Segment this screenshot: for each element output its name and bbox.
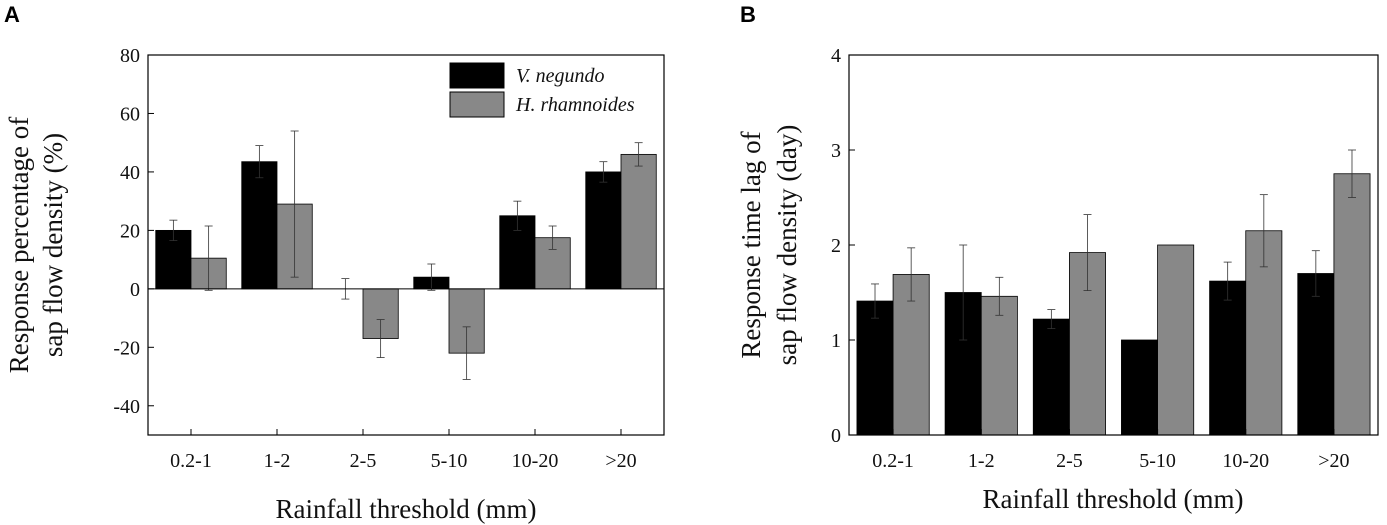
panel-b-ytick-label: 3 — [831, 140, 841, 162]
panel-a-frame — [147, 54, 665, 436]
panel-b-xtick-label: 5-10 — [1139, 450, 1176, 472]
panel-a-xtick-label: 1-2 — [264, 450, 291, 472]
panel-a-ytick-label: 80 — [120, 45, 140, 67]
panel-b-bar-v-negundo-5 — [1297, 273, 1335, 436]
panel-b-errorbar-h-rhamnoides-4 — [1259, 194, 1268, 268]
panel-b-bar-h-rhamnoides-5 — [1333, 173, 1371, 436]
panel-a-xtick-label: 0.2-1 — [170, 450, 212, 472]
panel-a-legend: V. negundo H. rhamnoides — [449, 62, 635, 118]
panel-b-errorbar-h-rhamnoides-0 — [907, 247, 916, 302]
panel-a-errorbar-h-rhamnoides-0 — [204, 225, 213, 291]
legend-label-h-rhamnoides: H. rhamnoides — [515, 94, 635, 116]
panel-b-xtick-label: 10-20 — [1222, 450, 1269, 472]
panel-a-ytick-label: 40 — [120, 162, 140, 184]
panel-a-y-ticks: 80 60 40 20 0 -20 -40 — [113, 45, 154, 418]
legend-swatch-h-rhamnoides — [449, 91, 505, 118]
panel-b-bar-v-negundo-2 — [1032, 318, 1070, 436]
panel-a-ytick-label: -20 — [113, 337, 140, 359]
panel-b-xlabel: Rainfall threshold (mm) — [983, 484, 1244, 514]
panel-a-ylabel-line1: Response percentage of — [4, 117, 34, 373]
panel-a-errorbar-v-negundo-4 — [513, 200, 522, 231]
panel-b-xtick-label: >20 — [1318, 450, 1349, 472]
panel-a: A 80 60 40 20 0 -20 -40 0.2-1 1-2 2-5 5-10 10-20 >2… — [4, 2, 665, 524]
panel-b-y-ticks: 0 1 2 3 4 — [831, 45, 855, 447]
panel-a-xtick-label: 5-10 — [431, 450, 468, 472]
panel-b-errorbar-h-rhamnoides-1 — [995, 276, 1004, 316]
panel-a-plot-area — [148, 130, 664, 380]
panel-b-errorbar-h-rhamnoides-5 — [1347, 149, 1356, 198]
panel-b-errorbar-v-negundo-5 — [1311, 250, 1320, 297]
panel-a-xtick-label: 10-20 — [512, 450, 559, 472]
panel-a-errorbar-v-negundo-1 — [255, 145, 264, 179]
legend-swatch-v-negundo — [449, 62, 505, 89]
panel-b-ytick-label: 4 — [831, 45, 841, 67]
panel-a-ytick-label: 60 — [120, 103, 140, 125]
panel-b-ytick-label: 1 — [831, 330, 841, 352]
panel-b-letter: B — [740, 2, 756, 27]
panel-b-errorbar-v-negundo-2 — [1047, 309, 1056, 330]
panel-b-bar-v-negundo-3 — [1121, 339, 1158, 436]
legend-label-v-negundo: V. negundo — [516, 65, 605, 87]
panel-a-errorbar-v-negundo-0 — [169, 219, 178, 242]
panel-b-errorbar-v-negundo-1 — [959, 244, 968, 341]
panel-b-xtick-label: 0.2-1 — [872, 450, 914, 472]
panel-b-bar-h-rhamnoides-3 — [1157, 244, 1195, 436]
panel-b-bar-v-negundo-0 — [856, 300, 894, 436]
panel-a-xtick-label: >20 — [605, 450, 636, 472]
panel-a-ytick-label: 0 — [130, 279, 140, 301]
panel-a-xtick-label: 2-5 — [350, 450, 377, 472]
panel-a-errorbar-h-rhamnoides-3 — [462, 326, 471, 380]
panel-a-errorbar-h-rhamnoides-2 — [376, 319, 385, 358]
panel-a-errorbar-v-negundo-5 — [599, 161, 608, 183]
panel-a-errorbar-v-negundo-3 — [427, 263, 436, 291]
panel-a-ylabel-line2: sap flow density (%) — [38, 133, 68, 357]
panel-a-xlabel: Rainfall threshold (mm) — [276, 494, 537, 524]
panel-a-bar-h-rhamnoides-5 — [620, 153, 657, 290]
panel-b-bar-h-rhamnoides-1 — [980, 295, 1018, 436]
panel-b-plot-area — [856, 149, 1371, 436]
panel-a-ytick-label: 20 — [120, 220, 140, 242]
panel-a-errorbar-h-rhamnoides-5 — [634, 142, 643, 167]
panel-b-errorbar-v-negundo-0 — [871, 283, 880, 319]
panel-b-errorbar-v-negundo-4 — [1223, 261, 1232, 301]
panel-b-ytick-label: 2 — [831, 235, 841, 257]
panel-b-errorbar-h-rhamnoides-2 — [1083, 214, 1092, 292]
panel-b-xtick-label: 2-5 — [1056, 450, 1083, 472]
panel-b: B 0 1 2 3 4 0.2-1 1-2 2-5 5-10 10-20 >20 Response… — [736, 2, 1379, 514]
panel-b-x-ticks: 0.2-1 1-2 2-5 5-10 10-20 >20 — [872, 429, 1350, 472]
panel-b-ylabel-line1: Response time lag of — [736, 131, 766, 358]
panel-a-errorbar-h-rhamnoides-4 — [548, 225, 557, 250]
panel-a-errorbar-h-rhamnoides-1 — [290, 130, 299, 278]
panel-b-ylabel-line2: sap flow density (day) — [772, 125, 802, 366]
panel-a-letter: A — [4, 2, 20, 27]
panel-a-bar-v-negundo-1 — [241, 161, 278, 290]
panel-a-ytick-label: -40 — [113, 396, 140, 418]
panel-b-ytick-label: 0 — [831, 425, 841, 447]
panel-b-xtick-label: 1-2 — [968, 450, 995, 472]
panel-b-bar-v-negundo-4 — [1209, 280, 1247, 436]
panel-a-bar-v-negundo-5 — [585, 171, 622, 290]
panel-a-x-ticks: 0.2-1 1-2 2-5 5-10 10-20 >20 — [170, 429, 637, 472]
